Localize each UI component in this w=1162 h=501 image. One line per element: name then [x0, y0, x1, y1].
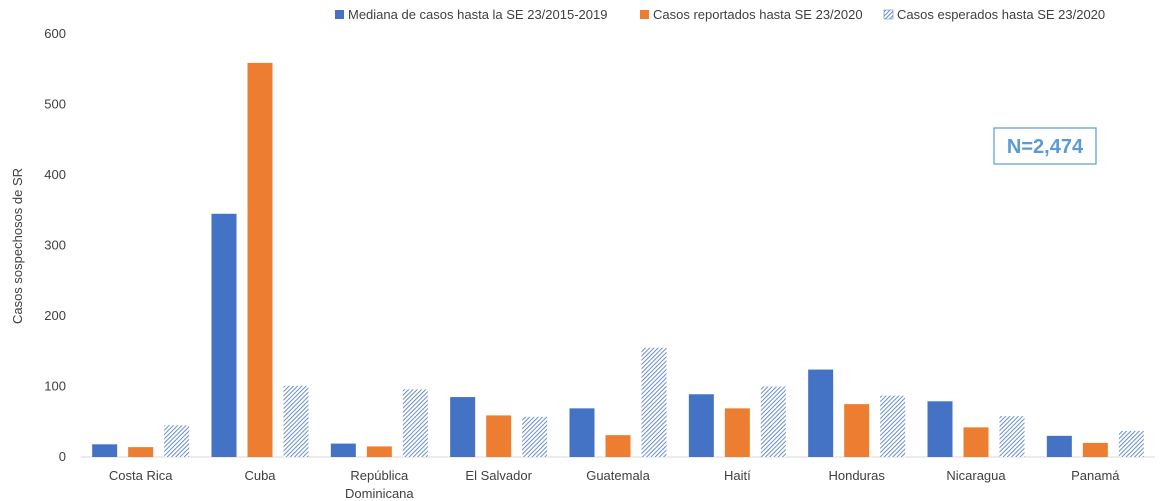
bar-median — [330, 443, 356, 457]
bar-expected — [283, 385, 309, 457]
bar-reported — [486, 415, 512, 457]
bar-expected — [164, 425, 190, 457]
bar-reported — [963, 427, 989, 457]
bar-reported — [366, 446, 392, 457]
bar-reported — [605, 435, 631, 457]
annotation-text: N=2,474 — [1007, 136, 1084, 158]
y-tick-label: 200 — [44, 308, 66, 323]
bar-reported — [724, 408, 750, 457]
bar-reported — [1082, 442, 1108, 457]
y-axis-ticks: 0 100 200 300 400 500 600 — [44, 26, 66, 464]
x-tick-label: Costa Rica — [109, 468, 173, 483]
x-tick-label: El Salvador — [465, 468, 532, 483]
bar-expected — [999, 416, 1025, 457]
legend-swatch-expected — [883, 9, 894, 20]
bar-reported — [128, 447, 154, 457]
legend-label-reported: Casos reportados hasta SE 23/2020 — [653, 7, 863, 22]
y-tick-label: 600 — [44, 26, 66, 41]
x-tick-label: Guatemala — [586, 468, 650, 483]
y-tick-label: 400 — [44, 167, 66, 182]
legend-label-expected: Casos esperados hasta SE 23/2020 — [897, 7, 1105, 22]
bar-expected — [522, 416, 548, 457]
bar-median — [688, 394, 714, 457]
legend-swatch-reported — [640, 10, 649, 19]
x-tick-label: República Dominicana — [345, 468, 414, 501]
x-tick-label: Haití — [724, 468, 751, 483]
bar-expected — [641, 347, 667, 457]
bar-median — [450, 397, 476, 457]
bar-expected — [760, 386, 786, 457]
bar-expected — [1118, 430, 1144, 457]
bar-expected — [402, 389, 428, 457]
y-tick-label: 300 — [44, 238, 66, 253]
bar-expected — [880, 395, 906, 457]
bar-median — [808, 369, 834, 457]
y-tick-label: 0 — [59, 449, 66, 464]
x-tick-label: Nicaragua — [946, 468, 1006, 483]
x-tick-label: Honduras — [828, 468, 885, 483]
bar-reported — [247, 62, 273, 457]
y-tick-label: 500 — [44, 97, 66, 112]
category-labels: Costa Rica Cuba República Dominicana El Salv… — [109, 468, 1120, 501]
x-tick-label: Panamá — [1071, 468, 1120, 483]
y-tick-label: 100 — [44, 379, 66, 394]
legend-swatch-median — [335, 10, 344, 19]
bar-median — [92, 444, 118, 457]
legend-label-median: Mediana de casos hasta la SE 23/2015-201… — [348, 7, 607, 22]
annotation-box: N=2,474 — [993, 127, 1097, 165]
x-tick-label: Cuba — [244, 468, 276, 483]
bar-reported — [844, 404, 870, 457]
bars — [92, 62, 1144, 457]
legend: Mediana de casos hasta la SE 23/2015-201… — [335, 7, 1105, 22]
y-axis-label: Casos sospechosos de SR — [10, 168, 25, 324]
bar-median — [569, 408, 595, 457]
annotation-frame — [993, 127, 1097, 165]
bar-median — [1046, 435, 1072, 457]
bar-median — [927, 401, 953, 457]
bar-median — [211, 213, 237, 457]
